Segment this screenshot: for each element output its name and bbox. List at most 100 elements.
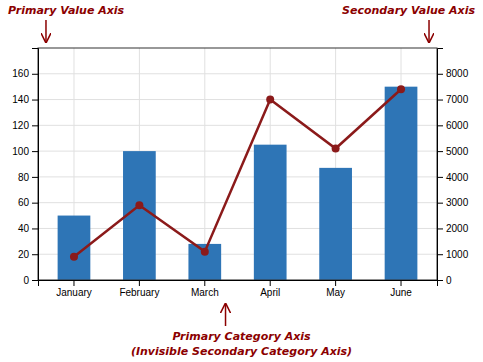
bar-series — [58, 87, 418, 280]
tick-mark — [204, 280, 205, 286]
y-axis: 0 20 40 60 80 100 120 140 160 — [12, 49, 38, 286]
tick-mark — [437, 74, 443, 75]
tick: 60 — [18, 197, 38, 208]
tick-label: 0 — [446, 275, 452, 286]
tick-mark — [335, 280, 336, 286]
grid-line — [38, 228, 437, 229]
marker — [70, 253, 78, 261]
tick: 2000 — [437, 223, 469, 234]
tick-label: 3000 — [446, 197, 469, 208]
tick-label: 5000 — [446, 146, 469, 157]
chart: 0 20 40 60 80 100 120 140 160 0 1000 2000 3000 4000 50… — [0, 0, 483, 362]
tick-mark — [32, 74, 38, 75]
tick-label: 60 — [18, 197, 30, 208]
tick: April — [260, 280, 280, 298]
tick: May — [326, 280, 345, 298]
tick: 20 — [18, 249, 38, 260]
tick-mark — [32, 151, 38, 152]
tick-mark — [437, 100, 443, 101]
tick-label: 20 — [18, 249, 30, 260]
tick-label: 120 — [12, 120, 29, 131]
tick-label: May — [326, 287, 345, 298]
line-series — [70, 85, 405, 261]
grid-line — [38, 151, 437, 152]
tick-mark — [32, 177, 38, 178]
tick: 160 — [12, 68, 38, 79]
axis-line — [32, 49, 39, 281]
annotation: (Invisible Secondary Category Axis) — [131, 345, 352, 358]
marker — [201, 248, 209, 256]
tick-label: 40 — [18, 223, 30, 234]
tick: 6000 — [437, 120, 469, 131]
tick-label: 140 — [12, 94, 29, 105]
tick: 1000 — [437, 249, 469, 260]
axis-line — [39, 281, 438, 287]
tick: 140 — [12, 94, 38, 105]
tick-mark — [32, 254, 38, 255]
marks — [58, 85, 418, 280]
tick-label: 0 — [23, 275, 29, 286]
tick-mark — [139, 280, 140, 286]
tick: 100 — [12, 146, 38, 157]
tick: 120 — [12, 120, 38, 131]
tick: June — [390, 280, 412, 298]
tick-mark — [32, 203, 38, 204]
marker — [332, 145, 340, 153]
tick-mark — [437, 125, 443, 126]
grid-line — [38, 202, 437, 203]
tick: 80 — [18, 172, 38, 183]
arrow — [225, 304, 227, 326]
tick-mark — [32, 125, 38, 126]
annotation: Primary Category Axis — [172, 330, 311, 343]
marker — [135, 201, 143, 209]
tick-label: 100 — [12, 146, 29, 157]
tick-mark — [32, 228, 38, 229]
tick: 7000 — [437, 94, 469, 105]
bar — [319, 168, 352, 280]
grid-line — [38, 99, 437, 100]
tick-label: 7000 — [446, 94, 469, 105]
tick-mark — [437, 254, 443, 255]
tick: 0 — [437, 275, 452, 286]
tick-label: 6000 — [446, 120, 469, 131]
tick: 0 — [23, 275, 38, 286]
y2-axis: 0 1000 2000 3000 4000 5000 6000 7000 8000 — [437, 49, 469, 286]
tick: 3000 — [437, 197, 469, 208]
x-axis: January February March April May June — [39, 280, 438, 298]
tick-label: 1000 — [446, 249, 469, 260]
annotation: Primary Value Axis — [8, 4, 125, 17]
arrow — [428, 20, 430, 42]
grid — [38, 48, 437, 280]
marker — [266, 96, 274, 104]
tick: 4000 — [437, 172, 469, 183]
tick-label: 4000 — [446, 172, 469, 183]
grid-line — [38, 125, 437, 126]
tick: February — [119, 280, 159, 298]
tick-mark — [437, 228, 443, 229]
tick: January — [56, 280, 92, 298]
annotations: Primary Value AxisSecondary Value AxisPr… — [8, 4, 475, 358]
grid-line — [38, 73, 437, 74]
tick-mark — [401, 280, 402, 286]
tick-label: February — [119, 287, 159, 298]
tick-label: March — [191, 287, 219, 298]
axis-line — [438, 49, 444, 281]
tick-label: January — [56, 287, 92, 298]
bar — [385, 87, 418, 280]
bar — [254, 145, 287, 280]
tick-label: 2000 — [446, 223, 469, 234]
tick-mark — [270, 280, 271, 286]
tick-label: 8000 — [446, 68, 469, 79]
tick-label: June — [390, 287, 412, 298]
tick-mark — [437, 177, 443, 178]
grid-line — [38, 254, 437, 255]
tick: March — [191, 280, 219, 298]
tick: 5000 — [437, 146, 469, 157]
bar — [188, 244, 221, 280]
arrow — [45, 20, 47, 42]
tick-mark — [437, 203, 443, 204]
tick-mark — [437, 151, 443, 152]
marker — [397, 85, 405, 93]
tick-label: 80 — [18, 172, 30, 183]
tick-mark — [73, 280, 74, 286]
